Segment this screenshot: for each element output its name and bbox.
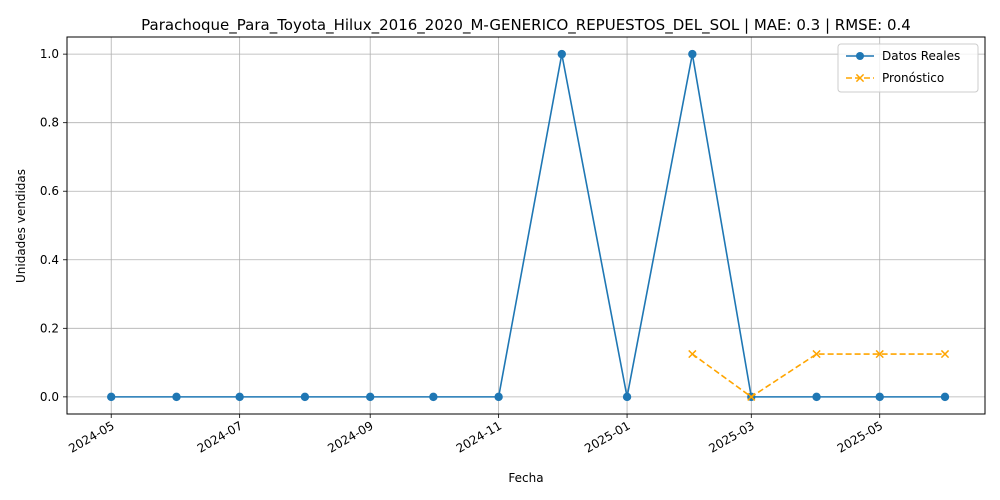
plot-frame [66,36,986,415]
y-tick-label: 0.0 [40,390,59,404]
legend-marker-0 [856,52,864,60]
series-line-0 [111,53,945,398]
x-tick-label: 2024-05 [66,418,116,455]
data-point [875,392,884,402]
legend-label-1: Pronóstico [882,71,944,85]
grid-lines [67,37,985,414]
data-point [747,392,756,401]
y-tick-label: 0.6 [40,184,59,198]
data-point [688,349,697,359]
x-tick-label: 2025-03 [706,418,756,455]
data-point [494,392,503,402]
data-point [235,392,244,402]
y-tick-label: 0.4 [40,253,59,267]
x-tick-label: 2025-05 [835,418,885,455]
data-point [557,49,566,59]
y-tick-label: 0.8 [40,116,59,130]
y-tick-label: 1.0 [40,47,59,61]
legend: Datos Reales Pronóstico [837,43,979,93]
data-point [172,392,181,402]
x-tick-label: 2024-07 [195,418,245,455]
x-axis-label: Fecha [508,471,543,485]
x-axis-ticks: 2024-05 2024-07 2024-09 2024-11 2025-01 2025-… [66,414,885,456]
y-axis-ticks: 0.0 0.2 0.4 0.6 0.8 1.0 [40,47,67,404]
data-point [688,49,697,59]
x-tick-label: 2024-11 [454,418,504,455]
series-layer [107,49,950,402]
series-line-1 [691,353,945,398]
legend-marker-1 [855,73,865,83]
y-tick-label: 0.2 [40,321,59,335]
data-point [940,392,950,402]
y-axis-label: Unidades vendidas [14,169,28,283]
data-point [429,392,438,402]
data-point [940,349,950,359]
data-point [365,392,375,402]
chart-title: Parachoque_Para_Toyota_Hilux_2016_2020_M… [141,16,911,35]
data-point [812,349,821,359]
x-tick-label: 2025-01 [582,418,632,455]
data-point [812,392,821,402]
data-point [622,392,632,402]
data-point [107,392,116,402]
data-point [875,349,884,359]
data-point [300,392,310,402]
legend-label-0: Datos Reales [882,49,960,63]
x-tick-label: 2024-09 [325,418,375,455]
